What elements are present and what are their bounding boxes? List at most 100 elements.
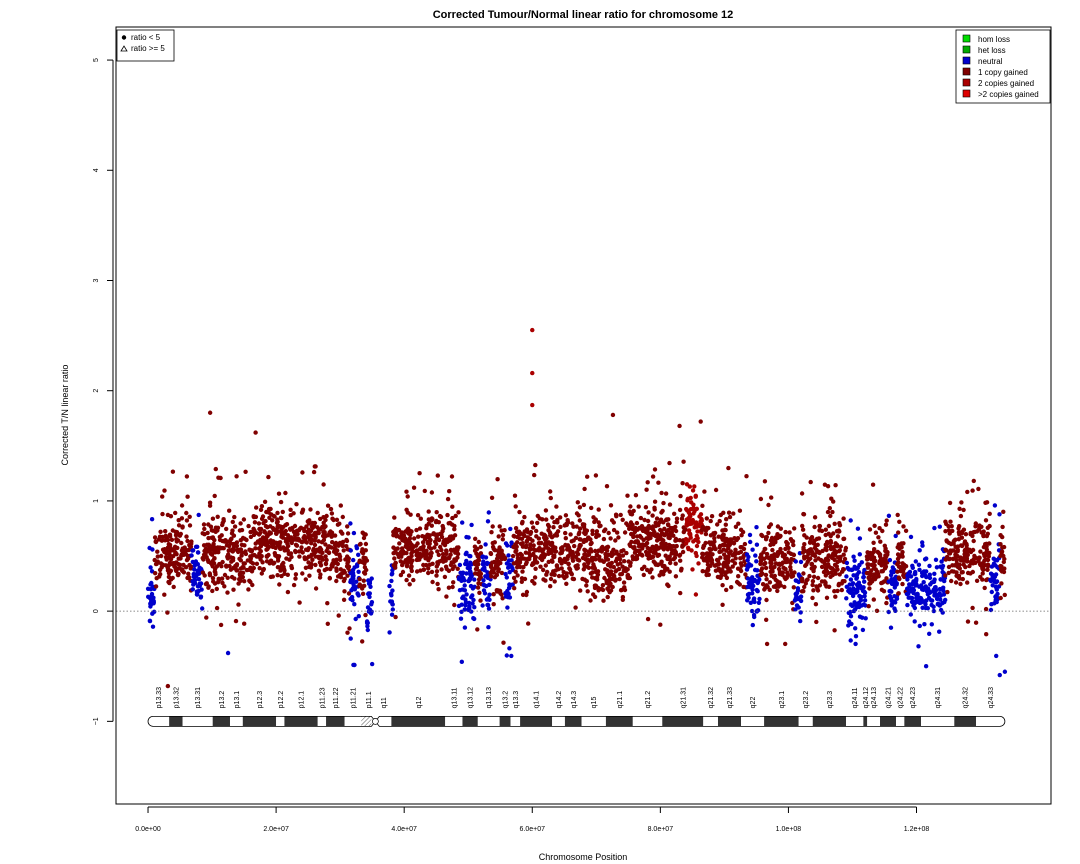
data-point — [596, 507, 601, 512]
data-point — [187, 514, 192, 519]
data-point — [417, 526, 423, 531]
data-point — [552, 533, 557, 538]
data-point — [651, 547, 657, 552]
data-point — [406, 555, 412, 560]
data-point — [217, 537, 223, 543]
data-point — [436, 552, 441, 558]
data-point — [346, 556, 351, 561]
data-point — [635, 527, 640, 532]
data-point — [905, 573, 910, 578]
data-point — [700, 569, 705, 574]
data-point — [964, 541, 969, 547]
data-point — [871, 540, 876, 545]
data-point — [466, 607, 471, 612]
ideogram-band — [391, 716, 446, 727]
data-point — [306, 564, 312, 570]
data-point — [594, 534, 599, 540]
data-point — [216, 550, 221, 555]
data-point — [772, 564, 777, 570]
data-point — [916, 644, 921, 649]
data-point — [262, 499, 268, 504]
data-point — [154, 576, 159, 581]
data-point — [528, 531, 533, 536]
data-point — [813, 558, 818, 563]
data-point — [726, 510, 732, 515]
data-point — [400, 569, 406, 575]
shape-legend-label: ratio < 5 — [131, 33, 161, 42]
x-tick-label: 1.2e+08 — [904, 826, 930, 833]
data-point — [339, 540, 345, 545]
data-point — [533, 462, 538, 468]
ideogram-band-label: q24.22 — [898, 687, 905, 709]
ideogram-band-label: q24.23 — [910, 687, 917, 709]
data-point — [435, 581, 440, 587]
shape-legend-label: ratio >= 5 — [131, 44, 165, 53]
data-point — [334, 557, 339, 562]
data-point — [418, 568, 423, 573]
data-point — [547, 550, 552, 555]
data-point — [434, 541, 439, 547]
data-point — [688, 507, 694, 512]
data-point — [604, 580, 609, 586]
data-point — [648, 535, 653, 541]
data-point — [802, 533, 807, 538]
data-point — [872, 523, 877, 528]
data-point — [985, 531, 990, 536]
data-point — [814, 619, 819, 625]
data-point — [165, 568, 171, 573]
ideogram-band — [798, 716, 813, 727]
data-point — [924, 574, 929, 580]
data-point — [679, 516, 685, 521]
data-point — [433, 519, 439, 525]
data-point — [800, 523, 805, 529]
legend-color-swatch — [962, 78, 971, 87]
data-point — [762, 479, 768, 484]
data-point — [258, 544, 264, 549]
data-point — [262, 529, 267, 534]
data-point — [678, 590, 683, 596]
data-point — [316, 568, 322, 573]
data-point — [590, 528, 595, 533]
data-point — [526, 621, 531, 626]
data-point — [653, 523, 658, 529]
data-point — [600, 583, 606, 588]
data-point — [661, 538, 666, 543]
data-point — [497, 588, 502, 594]
data-point — [424, 548, 429, 553]
data-point — [835, 534, 841, 539]
data-point — [947, 500, 953, 506]
data-point — [611, 520, 616, 525]
data-point — [200, 606, 205, 611]
data-point — [582, 486, 587, 492]
data-point — [658, 527, 663, 533]
data-point — [619, 571, 625, 577]
data-point — [148, 565, 153, 570]
data-point — [582, 562, 587, 567]
data-point — [824, 568, 829, 574]
data-point — [305, 547, 310, 553]
data-point — [857, 536, 863, 541]
data-point — [823, 582, 828, 587]
data-point — [745, 584, 750, 590]
data-point — [786, 545, 791, 551]
data-point — [253, 546, 258, 551]
data-point — [190, 548, 195, 553]
data-point — [922, 599, 928, 604]
data-point — [325, 545, 331, 551]
data-point — [166, 563, 172, 568]
data-point — [695, 536, 700, 541]
outlier-point — [530, 327, 535, 333]
data-point — [760, 582, 766, 587]
data-point — [720, 583, 725, 588]
data-point — [818, 557, 824, 563]
data-point — [989, 602, 994, 607]
data-point — [183, 565, 189, 570]
data-point — [147, 618, 153, 624]
data-point — [606, 530, 611, 536]
data-point — [858, 583, 863, 589]
data-point — [663, 545, 668, 550]
data-point — [210, 528, 216, 533]
data-point — [521, 564, 526, 570]
data-point — [173, 510, 178, 516]
data-point — [685, 498, 690, 503]
